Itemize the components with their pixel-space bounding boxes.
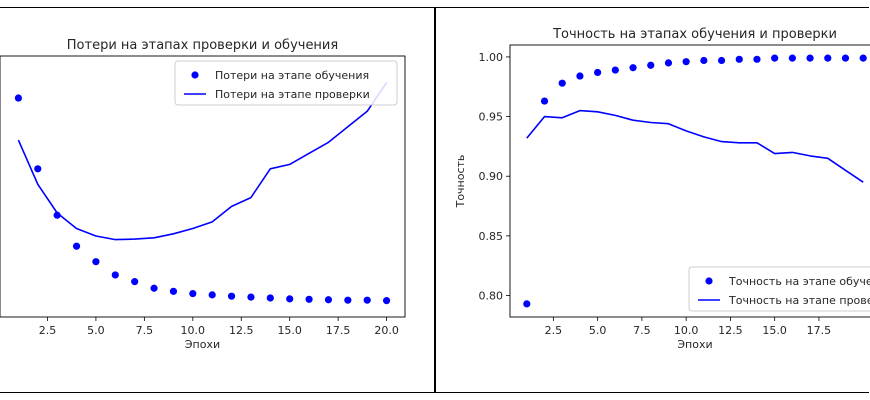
chart2-legend-box (688, 266, 870, 312)
chart2-series-point (788, 54, 796, 62)
chart1-series-line (17, 82, 388, 241)
chart1-series-point (150, 284, 158, 292)
chart2-series-line (526, 109, 864, 183)
chart1-series-point (189, 289, 197, 298)
chart2-y-axis-label: Точность (454, 155, 467, 209)
chart2-legend-point-swatch (705, 277, 713, 285)
chart1-group: Потери на этапах проверки и обучения 2.5 5… (0, 38, 406, 351)
chart1-x-tick-label: 17.5 (326, 324, 351, 337)
chart1-x-tick-label: 20.0 (374, 324, 399, 337)
chart2-legend: Точность на этапе обучения Точность на эт… (688, 266, 870, 312)
chart2-series-point (735, 55, 743, 63)
chart2-series-point (753, 55, 761, 63)
chart2-series-point (576, 72, 584, 80)
chart1-series-point (247, 293, 255, 301)
chart2-series-point (700, 56, 708, 65)
chart2-legend-label: Точность на этапе проверки (728, 294, 870, 307)
chart1-series-point (363, 296, 371, 304)
chart1-legend-label: Потери на этапе обучения (215, 69, 369, 82)
chart2-series-point (806, 54, 814, 62)
chart1-legend-point-swatch (191, 71, 199, 79)
chart2-x-tick-label: 10.0 (674, 324, 699, 337)
chart2-series-point (859, 54, 867, 62)
chart1-series-point (382, 297, 391, 305)
chart1-series-point (344, 296, 352, 304)
chart2-series-point (824, 54, 832, 62)
chart2-y-tick-label: 0.80 (479, 290, 504, 303)
chart2-series-point (523, 300, 531, 308)
chart1-x-tick-label: 5.0 (87, 324, 105, 337)
chart1-axes-box (0, 55, 406, 318)
chart1-series-point (34, 165, 42, 173)
chart2-x-tick-label: 5.0 (589, 324, 607, 337)
chart2-series-point (540, 97, 549, 105)
chart1-series-point (14, 94, 23, 102)
chart2-x-tick-label: 2.5 (545, 324, 563, 337)
chart2-series-point (682, 58, 690, 66)
chart2-x-tick-label: 17.5 (807, 324, 832, 337)
chart1-series-point (208, 291, 216, 299)
chart1-x-tick-label: 12.5 (229, 324, 254, 337)
chart2-plot-area (523, 54, 867, 308)
chart2-x-axis-label: Эпохи (677, 338, 712, 351)
chart1-series-point (92, 258, 100, 266)
chart1-x-axis-label: Эпохи (185, 338, 220, 351)
chart2-title: Точность на этапах обучения и проверки (552, 27, 837, 42)
chart1-legend-label: Потери на этапе проверки (215, 88, 370, 101)
chart1-x-tick-label: 7.5 (136, 324, 154, 337)
chart2-series-point (594, 68, 602, 77)
chart2-x-tick-label: 12.5 (718, 324, 743, 337)
chart2-series-point (558, 79, 566, 87)
chart1-series-point (131, 278, 139, 286)
chart2-series-point (664, 59, 673, 67)
chart2-y-tick-label: 0.85 (479, 230, 504, 243)
chart1-series-point (169, 287, 178, 295)
figure-divider (434, 7, 436, 393)
chart2-y-tick-label: 0.90 (479, 170, 504, 183)
chart1-series-point (227, 292, 236, 300)
chart1-x-tick-label: 2.5 (39, 324, 57, 337)
chart2-legend-label: Точность на этапе обучения (728, 275, 870, 288)
chart1-series-point (111, 271, 119, 279)
chart2-series-point (841, 54, 850, 62)
chart1-legend: Потери на этапе обучения Потери на этапе … (174, 60, 398, 106)
chart2-x-tick-label: 15.0 (762, 324, 787, 337)
chart2-series-point (611, 66, 619, 74)
chart1-title: Потери на этапах проверки и обучения (67, 38, 338, 53)
chart1-series-point (286, 295, 294, 303)
chart1-series-point (266, 294, 274, 302)
chart2-series-point (647, 61, 655, 69)
chart2-axes-box (509, 44, 870, 318)
chart2-series-point (771, 54, 779, 62)
chart1-series-point (72, 242, 81, 250)
chart1-series-point (305, 295, 313, 303)
chart1-legend-box (174, 60, 398, 106)
chart2-group: Точность на этапах обучения и проверки 2.… (454, 27, 870, 351)
chart2-x-tick-label: 7.5 (633, 324, 651, 337)
chart2-y-tick-label: 0.95 (479, 111, 504, 124)
chart1-plot-area (14, 82, 391, 305)
chart1-x-tick-label: 10.0 (181, 324, 206, 337)
chart2-series-point (629, 64, 637, 72)
chart1-x-tick-label: 15.0 (277, 324, 302, 337)
chart2-y-tick-label: 1.00 (479, 51, 504, 64)
chart2-series-point (717, 56, 726, 65)
chart1-series-point (324, 296, 333, 304)
